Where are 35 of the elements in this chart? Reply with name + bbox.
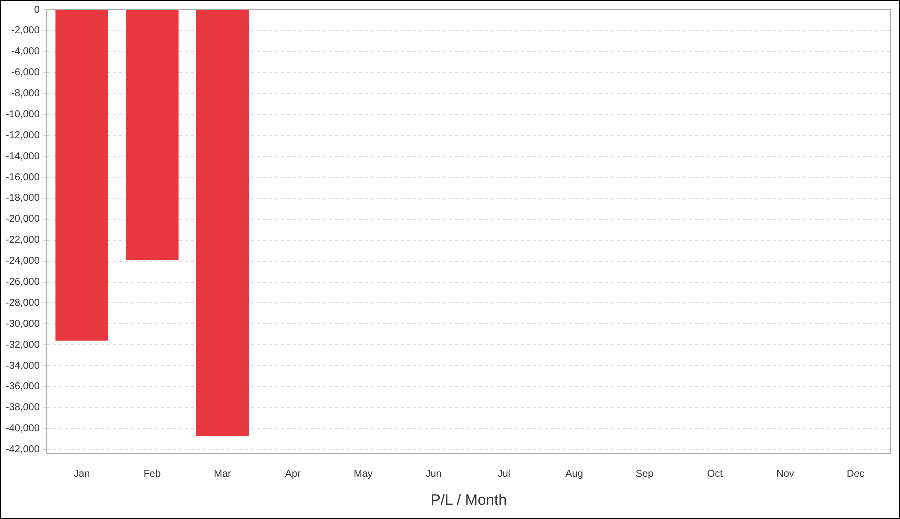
y-tick-label: -28,000 [6, 298, 40, 309]
y-tick-label: -14,000 [6, 151, 40, 162]
x-tick-label: Mar [214, 468, 232, 480]
y-tick-label: -22,000 [6, 235, 40, 246]
x-axis-title: P/L / Month [430, 492, 508, 510]
y-tick-label: -2,000 [12, 26, 40, 37]
y-tick-label: -4,000 [12, 46, 40, 58]
y-tick-label: -8,000 [12, 88, 40, 100]
x-tick-label: Apr [285, 468, 302, 480]
y-tick-label: -26,000 [6, 277, 40, 288]
y-tick-label: 0 [34, 4, 40, 16]
y-tick-label: -40,000 [6, 424, 40, 435]
y-tick-label: -18,000 [6, 193, 40, 204]
y-tick-label: -30,000 [6, 318, 40, 330]
y-tick-label: -12,000 [6, 130, 40, 142]
y-tick-label: -36,000 [6, 382, 40, 393]
y-tick-label: -24,000 [6, 256, 40, 268]
x-tick-label: Feb [144, 468, 162, 480]
y-tick-label: -10,000 [6, 109, 40, 120]
y-tick-label: -34,000 [6, 360, 40, 372]
x-tick-label: Jun [426, 468, 442, 480]
x-tick-label: Aug [566, 468, 584, 480]
y-tick-label: -32,000 [6, 340, 40, 351]
y-tick-label: -38,000 [6, 402, 40, 414]
y-tick-label: -6,000 [12, 68, 40, 79]
x-tick-label: Sep [636, 468, 654, 480]
x-tick-label: Jul [498, 468, 511, 480]
x-tick-label: Dec [846, 468, 865, 480]
y-tick-label: -16,000 [6, 172, 40, 184]
y-tick-label: -20,000 [6, 214, 40, 226]
x-tick-label: Nov [776, 468, 794, 480]
x-tick-label: Oct [707, 468, 724, 480]
x-tick-label: May [354, 468, 373, 480]
x-tick-label: Jan [74, 468, 90, 480]
y-tick-label: -42,000 [6, 444, 40, 456]
